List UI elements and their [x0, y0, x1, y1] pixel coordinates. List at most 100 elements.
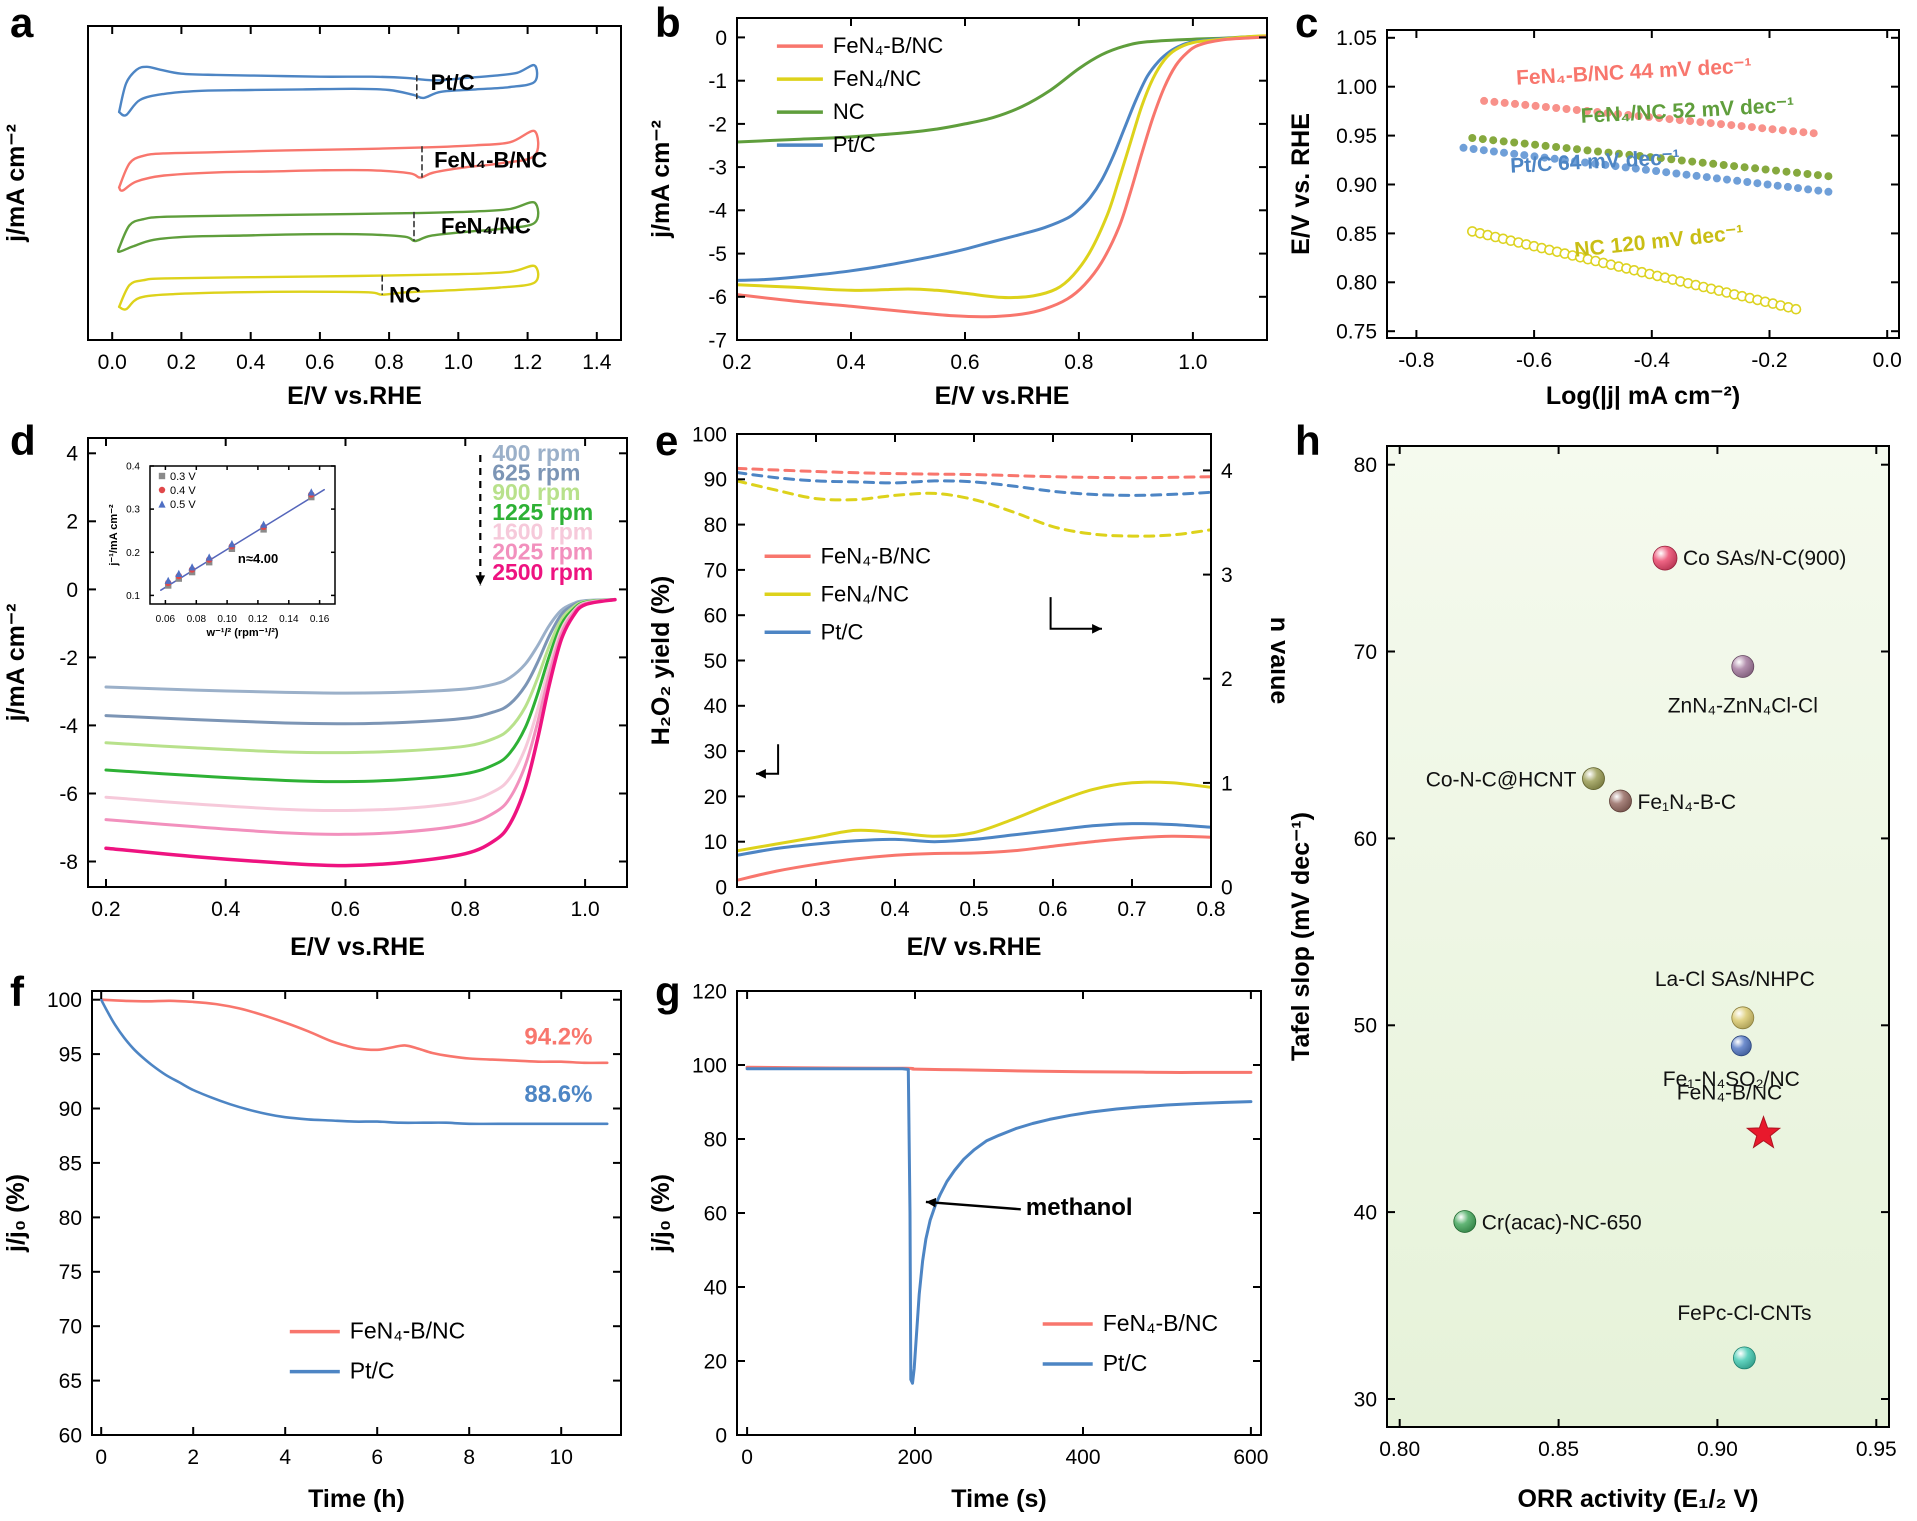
x-tick-label: 0.6: [331, 898, 360, 921]
tafel-dot: [1490, 97, 1499, 106]
series-Pt/C: [117, 63, 539, 117]
annotation-text: methanol: [1026, 1194, 1133, 1221]
x-tick-label: 0.8: [1064, 351, 1093, 374]
x-tick-label: 0.6: [1038, 898, 1067, 921]
panel-a-chart: Pt/C FeN₄-B/NC FeN₄/NC NC 0.0 0.2 0.4 0.6 0.8 1.0…: [2, 25, 622, 410]
y-tick-label: -7: [708, 329, 727, 352]
panel-f: f 94.2% 88.6% FeN₄-B/NC Pt/C 0 2 4 6 8 10 60 65 70 75…: [0, 968, 645, 1521]
x-axis-label: E/V vs.RHE: [935, 382, 1070, 410]
tafel-dot: [1747, 123, 1756, 132]
tafel-dot: [1489, 147, 1498, 156]
y-tick-label: 4: [66, 443, 78, 466]
point-label: Cr(acac)-NC-650: [1482, 1212, 1642, 1235]
point-sphere: [1731, 1006, 1755, 1030]
x-tick-label: 2: [187, 1446, 199, 1469]
axes-frame: [87, 25, 622, 341]
arrow-head: [475, 575, 486, 586]
axes-frame: [149, 465, 336, 605]
tafel-dot: [1824, 172, 1833, 181]
arrow: [1049, 597, 1102, 630]
annotation-text: 1225 rpm: [492, 499, 593, 525]
y-tick-label: 0: [66, 579, 78, 602]
series-625 rpm: [104, 598, 617, 726]
plot-background: [1387, 446, 1889, 1427]
x-axis-label: Time (h): [308, 1485, 405, 1513]
annotation-text: 88.6%: [524, 1081, 592, 1108]
tafel-dot: [1814, 186, 1823, 195]
annotation-text: Pt/C: [431, 70, 475, 95]
series-FeN4/NC n: [736, 479, 1212, 538]
panel-letter-a: a: [10, 0, 34, 46]
series-FeN4-B/NC: [117, 129, 540, 192]
legend-label: FeN₄-B/NC: [821, 543, 932, 568]
point-sphere: [1732, 1346, 1756, 1370]
x-tick-label: -0.4: [1634, 349, 1671, 372]
y-axis-label: j/j₀ (%): [647, 1174, 675, 1253]
x-tick-label: 6: [371, 1446, 383, 1469]
annotation-text: 400 rpm: [492, 440, 580, 466]
y-tick-label: 0.4: [126, 462, 140, 473]
point-sphere: [1453, 1210, 1477, 1233]
series-layer: [116, 63, 540, 311]
panel-letter-e: e: [655, 417, 679, 464]
series-layer: [1459, 96, 1833, 315]
y-tick-label: 80: [704, 514, 727, 537]
tafel-dot: [1634, 112, 1643, 120]
y-tick-label: -6: [708, 286, 727, 309]
tafel-dot: [1719, 161, 1728, 169]
point-label: Co-N-C@HCNT: [1426, 769, 1577, 792]
tafel-dot: [1560, 156, 1569, 164]
x-tick-label: 0.2: [91, 898, 120, 921]
x-tick-label: 0.90: [1697, 1438, 1738, 1461]
x-axis-label: ORR activity (E₁/₂ V): [1518, 1485, 1759, 1513]
x-tick-label: 0.8: [451, 898, 480, 921]
point-label: FeN₄-B/NC: [1677, 1082, 1782, 1105]
annotation-text: 900 rpm: [492, 479, 580, 505]
x-tick-label: 0.5: [959, 898, 988, 921]
y-tick-label: 50: [1354, 1015, 1377, 1038]
x-tick-label: -0.6: [1516, 349, 1552, 372]
x-tick-label: -0.2: [1751, 349, 1787, 372]
x-tick-label: 0.85: [1538, 1438, 1579, 1461]
tafel-dot: [1813, 171, 1822, 180]
x-tick-label: 0.4: [836, 351, 866, 374]
y-tick-label: 1.00: [1336, 76, 1377, 99]
tafel-dot: [1737, 122, 1746, 131]
x-tick-label: 0.7: [1117, 898, 1146, 921]
y-tick-label: 60: [704, 605, 727, 628]
y-tick-label: 0: [715, 27, 727, 50]
x-axis-label: E/V vs.RHE: [287, 382, 422, 410]
tafel-dot: [1789, 127, 1798, 136]
series-Pt/C: [99, 998, 609, 1126]
series-Pt/C yield: [736, 822, 1212, 857]
tafel-dot: [1621, 163, 1630, 172]
y-tick-label: 90: [59, 1098, 82, 1121]
y-tick-label: 80: [59, 1207, 82, 1230]
tafel-dot: [1656, 154, 1665, 163]
y2-tick-label: 1: [1221, 772, 1233, 795]
panel-letter-b: b: [655, 0, 681, 46]
panel-letter-g: g: [655, 968, 681, 1015]
series-FeN4/NC: [736, 34, 1268, 300]
tafel-dot: [1758, 124, 1767, 133]
axes-frame: [736, 990, 1262, 1436]
x-tick-label: 600: [1233, 1446, 1268, 1469]
tafel-dot: [1646, 153, 1655, 162]
y-tick-label: 0.95: [1336, 125, 1377, 148]
panel-g-chart: methanol FeN₄-B/NC Pt/C 0 200 400 600 0 20 40 60 80…: [647, 980, 1268, 1513]
series-2025 rpm: [104, 598, 617, 836]
y-axis-label: Tafel slop (mV dec⁻¹): [1287, 812, 1315, 1061]
tafel-dot: [1778, 126, 1787, 135]
tafel-dot: [1500, 98, 1509, 107]
tafel-dot: [1480, 96, 1489, 105]
panel-letter-d: d: [10, 417, 36, 464]
annotation-text: 0.4 V: [170, 485, 196, 497]
marker-triangle: [228, 540, 236, 548]
tafel-dot: [1510, 149, 1519, 158]
panel-g: g methanol FeN₄-B/NC Pt/C 0 200 400 600 0 20 40 60…: [645, 968, 1285, 1521]
marker-square: [158, 472, 166, 480]
tafel-dot: [1761, 165, 1770, 174]
